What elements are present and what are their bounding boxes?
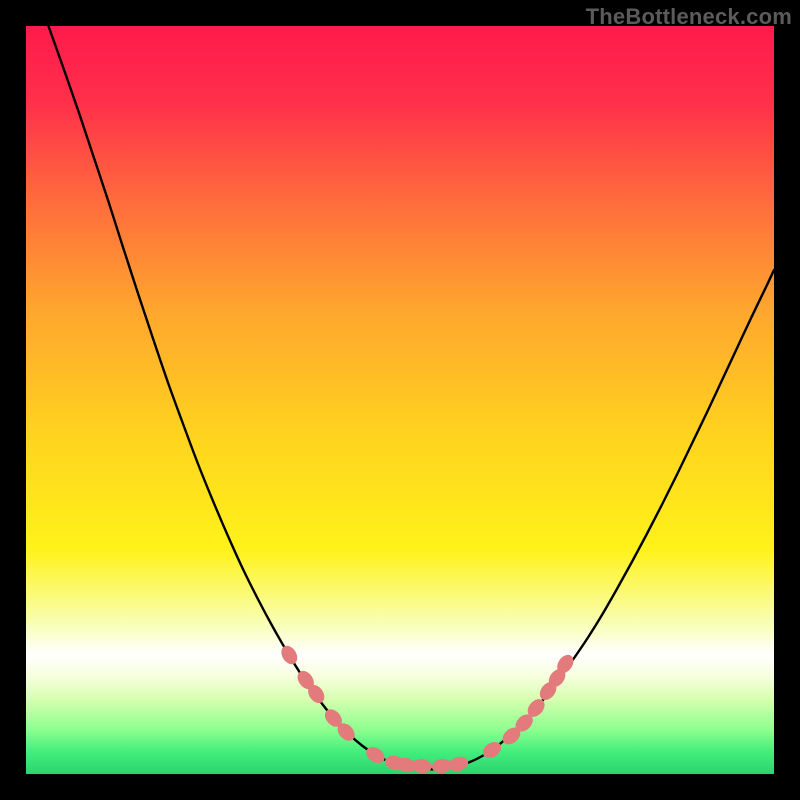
watermark-text: TheBottleneck.com [586,4,792,30]
chart-svg [26,26,774,774]
chart-frame: TheBottleneck.com [0,0,800,800]
plot-area [26,26,774,774]
gradient-background [26,26,774,774]
